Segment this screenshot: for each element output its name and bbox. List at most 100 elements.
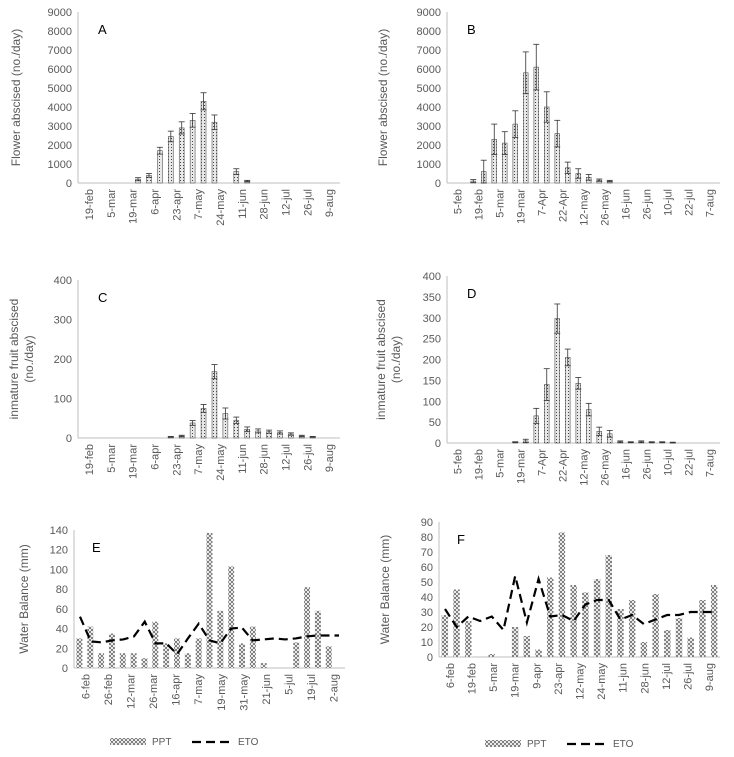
y-tick-label: 70 xyxy=(421,547,433,559)
ppt-bar xyxy=(207,533,213,668)
x-tick-label: 6-feb xyxy=(445,663,457,688)
y-axis-title: (no./day) xyxy=(389,336,403,383)
y-tick-label: 30 xyxy=(421,607,433,619)
y-tick-label: 20 xyxy=(421,622,433,634)
y-tick-label: 0 xyxy=(66,178,72,190)
y-tick-label: 8000 xyxy=(417,26,441,38)
x-tick-label: 19-mar xyxy=(510,663,522,698)
x-tick-label: 7-aug xyxy=(705,189,717,217)
ppt-bar xyxy=(163,643,169,668)
x-tick-label: 19-mar xyxy=(516,449,528,484)
x-tick-label: 5-jul xyxy=(284,674,296,695)
x-tick-label: 16-jun xyxy=(621,449,633,480)
y-tick-label: 50 xyxy=(429,417,441,429)
ppt-bar xyxy=(629,600,635,657)
y-tick-label: 400 xyxy=(423,271,441,283)
x-tick-label: 23-apr xyxy=(171,189,183,221)
y-tick-label: 80 xyxy=(421,532,433,544)
x-tick-label: 9-aug xyxy=(324,189,336,217)
x-tick-label: 19-mar xyxy=(128,444,140,479)
panel-letter: A xyxy=(98,22,107,37)
panel-letter: F xyxy=(457,532,465,547)
x-tick-label: 26-feb xyxy=(103,674,115,705)
y-tick-label: 350 xyxy=(423,292,441,304)
legend-label-ppt: PPT xyxy=(152,737,171,748)
y-tick-label: 60 xyxy=(56,604,68,616)
x-tick-label: 19-feb xyxy=(474,449,486,480)
y-tick-label: 20 xyxy=(56,643,68,655)
bar xyxy=(212,122,217,183)
y-axis-title: Flower abscised (no./day) xyxy=(9,29,23,166)
y-axis-title: inmature fruit abscised xyxy=(7,299,21,420)
x-tick-label: 19-mar xyxy=(128,189,140,224)
ppt-bar xyxy=(594,579,600,657)
x-tick-label: 19-jul xyxy=(306,674,318,701)
x-tick-label: 28-jun xyxy=(259,444,271,475)
y-tick-label: 6000 xyxy=(417,64,441,76)
y-tick-label: 4000 xyxy=(48,102,72,114)
x-tick-label: 19-may xyxy=(216,674,228,711)
ppt-bar xyxy=(76,638,82,668)
y-axis-title: Flower abscised (no./day) xyxy=(376,29,390,166)
x-tick-label: 26-may xyxy=(600,189,612,226)
y-tick-label: 0 xyxy=(435,178,441,190)
y-tick-label: 9000 xyxy=(417,7,441,19)
y-tick-label: 1000 xyxy=(417,159,441,171)
x-tick-label: 7-may xyxy=(193,444,205,475)
x-tick-label: 6-apr xyxy=(149,444,161,470)
ppt-bar xyxy=(442,615,448,657)
y-tick-label: 0 xyxy=(66,433,72,445)
x-tick-label: 7-Apr xyxy=(537,189,549,216)
ppt-bar xyxy=(711,585,717,657)
x-tick-label: 5-mar xyxy=(495,189,507,218)
y-tick-label: 100 xyxy=(423,396,441,408)
legend-label-ppt: PPT xyxy=(527,739,546,750)
x-tick-label: 22-jul xyxy=(684,189,696,216)
x-tick-label: 26-jul xyxy=(302,189,314,216)
ppt-bar xyxy=(699,600,705,657)
x-tick-label: 9-aug xyxy=(704,663,716,691)
ppt-bar xyxy=(664,630,670,657)
x-tick-label: 19-mar xyxy=(516,189,528,224)
x-tick-label: 5-mar xyxy=(106,444,118,473)
x-tick-label: 26-jun xyxy=(642,189,654,220)
x-tick-label: 19-feb xyxy=(84,444,96,475)
x-tick-label: 28-jun xyxy=(639,663,651,694)
x-tick-label: 26-may xyxy=(600,449,612,486)
x-tick-label: 26-jul xyxy=(302,444,314,471)
ppt-bar xyxy=(326,646,332,668)
ppt-bar xyxy=(465,621,471,657)
legend-label-eto: ETO xyxy=(613,739,634,750)
y-axis-title: (no./day) xyxy=(22,335,36,382)
y-tick-label: 8000 xyxy=(48,26,72,38)
x-tick-label: 16-jun xyxy=(621,189,633,220)
legend-swatch-ppt xyxy=(110,738,146,745)
x-tick-label: 24-may xyxy=(596,663,608,700)
bar xyxy=(565,357,570,443)
y-tick-label: 7000 xyxy=(48,45,72,57)
y-axis-title: Water Balance (mm) xyxy=(17,544,31,654)
x-tick-label: 22-Apr xyxy=(558,189,570,222)
ppt-bar xyxy=(293,642,299,668)
ppt-bar xyxy=(228,566,234,668)
x-tick-label: 26-jul xyxy=(683,663,695,690)
y-tick-label: 100 xyxy=(50,564,68,576)
ppt-bar xyxy=(131,653,137,668)
ppt-bar xyxy=(152,622,158,668)
chart-a: 0100020003000400050006000700080009000AFl… xyxy=(0,0,367,255)
ppt-bar xyxy=(120,653,126,668)
y-tick-label: 3000 xyxy=(48,121,72,133)
x-tick-label: 7-may xyxy=(193,674,205,705)
x-tick-label: 6-feb xyxy=(80,674,92,699)
x-tick-label: 28-jun xyxy=(259,189,271,220)
ppt-bar xyxy=(535,650,541,658)
ppt-bar xyxy=(304,587,310,668)
